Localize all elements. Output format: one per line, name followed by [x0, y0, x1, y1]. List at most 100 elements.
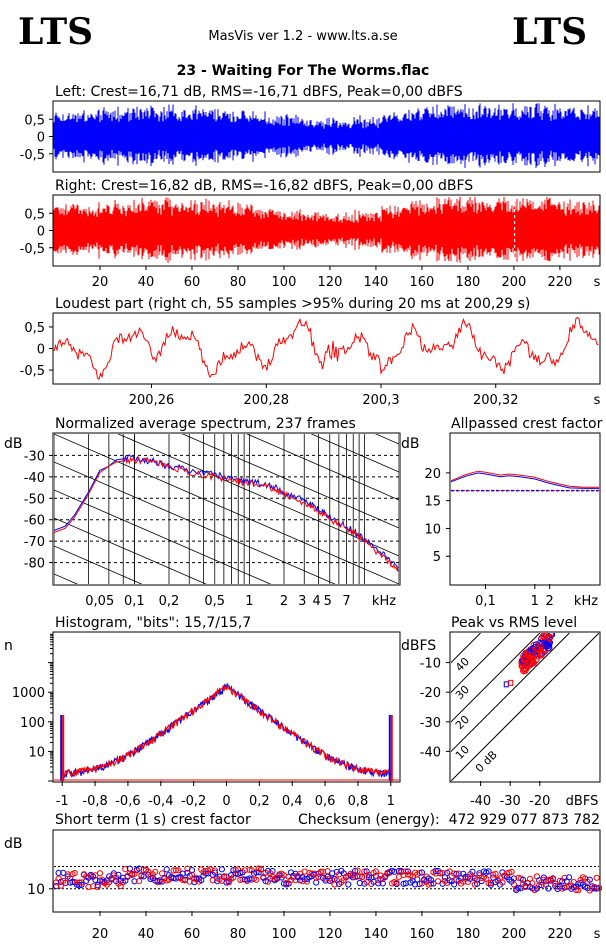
x-unit-label: kHz: [372, 594, 396, 609]
app-title: MasVis ver 1.2 - www.lts.a.se: [208, 29, 397, 44]
stc-point-right: [283, 880, 290, 887]
stc-point-right: [168, 875, 175, 882]
histogram-ylabel: n: [4, 638, 13, 654]
x-unit-label: s: [594, 927, 601, 942]
x-tick-label: 0,1: [124, 594, 145, 609]
pvr-diagonal: [451, 633, 599, 781]
stc-point-right: [221, 873, 228, 881]
stc-point-right: [492, 870, 499, 877]
pvr-diagonal: [451, 633, 570, 753]
short-term-crest-ylabel: dB: [4, 836, 23, 852]
stc-point-right: [253, 876, 260, 883]
x-tick-label: 60: [184, 275, 201, 290]
x-tick-label: 180: [456, 275, 481, 290]
stc-point-right: [317, 868, 324, 875]
stc-point-right: [122, 866, 129, 873]
stc-point-left: [545, 885, 552, 892]
x-tick-label: 80: [230, 927, 247, 942]
x-tick-label: 20: [92, 927, 109, 942]
y-tick-label: -20: [420, 686, 441, 701]
stc-point-left: [352, 867, 359, 875]
stc-point-right: [451, 870, 458, 877]
stc-point-right: [572, 886, 580, 894]
pvr-point: [522, 658, 530, 666]
pvr-point: [529, 645, 537, 653]
y-tick-label: 0,5: [24, 113, 45, 128]
stc-point-right: [170, 867, 177, 874]
stc-point-right: [549, 875, 557, 883]
stc-point-left: [538, 882, 545, 889]
pvr-diagonal: [451, 633, 541, 723]
stc-point-right: [508, 868, 515, 875]
y-tick-label: 100: [20, 716, 45, 731]
stc-point-left: [53, 883, 60, 890]
stc-point-right: [575, 887, 582, 894]
crest-series-left: [450, 472, 599, 489]
pvr-point: [532, 650, 540, 658]
y-tick-label: 15: [424, 495, 441, 510]
pvr-point: [521, 666, 529, 674]
spectrum-diagonal: [246, 434, 399, 501]
stc-point-right: [416, 869, 423, 876]
short-term-crest-plot: 10 20 40 60 80 100 120 140 160 180 200 220 s: [27, 865, 603, 942]
pvr-diagonal: [451, 633, 481, 664]
stc-point-left: [400, 880, 407, 887]
stc-point-right: [359, 874, 366, 881]
pvr-square-right: [508, 679, 514, 686]
stc-point-left: [345, 881, 352, 888]
pvr-point: [520, 656, 528, 663]
y-tick-label: 1000: [12, 686, 45, 701]
stc-point-right: [71, 870, 78, 877]
peak-vs-rms-ylabel: dBFS: [401, 638, 436, 654]
y-tick-label: -10: [420, 657, 441, 672]
x-tick-label: 7: [342, 594, 350, 609]
x-tick-label: 0,2: [249, 794, 270, 809]
histogram-frame: [52, 631, 401, 783]
x-tick-label: 20: [92, 275, 109, 290]
x-tick-label: -40: [470, 794, 491, 809]
spectrum-diagonal: [54, 461, 336, 584]
stc-point-right: [246, 866, 253, 873]
spectrum-diagonal: [181, 434, 399, 529]
x-tick-label: 220: [547, 927, 572, 942]
x-tick-label: -1: [56, 794, 69, 809]
y-tick-label: 0: [37, 131, 45, 146]
x-tick-label: -0,6: [115, 794, 140, 809]
y-tick-label: 0,5: [24, 207, 45, 222]
stc-point-left: [126, 865, 133, 872]
stc-point-right: [393, 879, 400, 886]
stc-point-right: [434, 878, 442, 885]
left-waveform-chart: Left: Crest=16,71 dB, RMS=-16,71 dBFS, P…: [20, 84, 601, 173]
spectrum-diagonal: [54, 434, 399, 584]
stc-point-right: [175, 867, 182, 874]
stc-point-left: [402, 880, 409, 887]
stc-point-right: [499, 879, 506, 886]
pvr-point: [540, 633, 548, 640]
stc-point-left: [520, 876, 527, 883]
stc-point-left: [163, 866, 170, 873]
spectrum-series-right: [54, 455, 399, 571]
right-waveform-x-axis: 20 40 60 80 100 120 140 160 180 200 220 s: [92, 266, 601, 290]
y-tick-label: -80: [24, 557, 45, 572]
pvr-point: [520, 660, 528, 668]
x-unit-label: s: [594, 393, 601, 408]
x-tick-label: 200,28: [244, 393, 290, 408]
stc-point-right: [145, 868, 152, 875]
stc-point-right: [96, 870, 104, 877]
stc-point-right: [595, 885, 603, 892]
stc-point-left: [356, 879, 363, 887]
left-waveform-y-ticks: 0,5 0 -0,5: [20, 113, 53, 163]
x-tick-label: -30: [500, 794, 521, 809]
stc-point-left: [115, 871, 122, 878]
pvr-point: [537, 650, 545, 657]
spectrum-diagonal: [310, 434, 399, 473]
x-tick-label: 4: [312, 594, 320, 609]
stc-point-left: [418, 869, 425, 876]
pvr-point: [545, 638, 552, 646]
stc-point-left: [593, 885, 600, 892]
x-tick-label: -20: [529, 794, 550, 809]
stc-point-right: [172, 867, 179, 874]
x-tick-label: 120: [318, 927, 343, 942]
